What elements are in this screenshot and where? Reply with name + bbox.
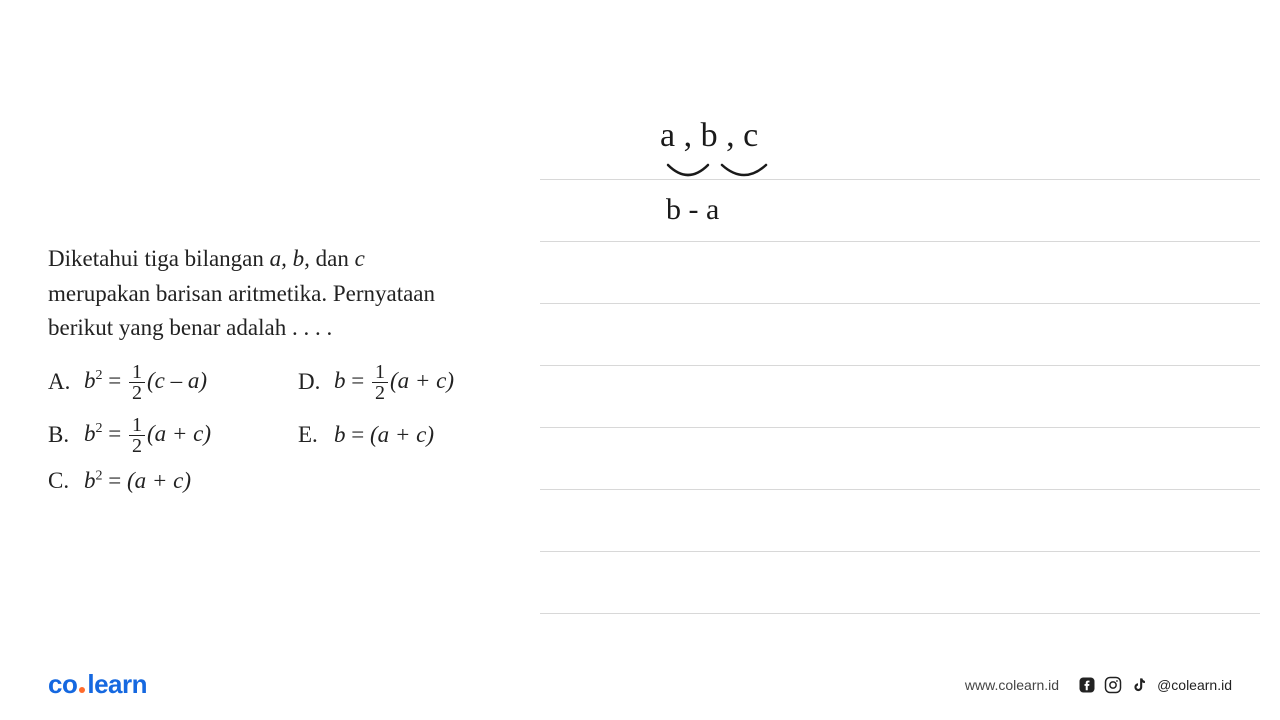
prompt-text-1: Diketahui tiga bilangan	[48, 246, 270, 271]
ruled-line	[540, 551, 1260, 552]
ruled-line	[540, 427, 1260, 428]
option-d-expr: b = 12(a + c)	[334, 362, 454, 403]
option-b-label: B.	[48, 422, 84, 448]
option-b-expr: b2 = 12(a + c)	[84, 415, 211, 456]
option-a-label: A.	[48, 369, 84, 395]
footer-url: www.colearn.id	[965, 677, 1059, 693]
options-grid: A. b2 = 12(c – a) D. b = 12(a + c) B. b2…	[48, 362, 568, 494]
prompt-text-2: merupakan barisan aritmetika. Pernyataan	[48, 281, 435, 306]
ruled-line	[540, 303, 1260, 304]
footer-right: www.colearn.id @colearn.id	[965, 675, 1232, 695]
prompt-text-3: berikut yang benar adalah . . . .	[48, 315, 332, 340]
logo-learn: learn	[87, 669, 147, 699]
option-d: D. b = 12(a + c)	[298, 362, 548, 403]
fraction: 12	[372, 362, 388, 403]
fraction: 12	[129, 415, 145, 456]
option-c-expr: b2 = (a + c)	[84, 468, 191, 494]
option-e: E. b = (a + c)	[298, 415, 548, 456]
ruled-line	[540, 613, 1260, 614]
fraction: 12	[129, 362, 145, 403]
option-a: A. b2 = 12(c – a)	[48, 362, 298, 403]
handwriting-difference: b - a	[666, 193, 719, 227]
logo-co: co	[48, 669, 77, 699]
ruled-line	[540, 241, 1260, 242]
work-area: a , b , c b - a	[540, 165, 1260, 655]
question-panel: Diketahui tiga bilangan a, b, dan c meru…	[48, 242, 568, 494]
social-icons: @colearn.id	[1077, 675, 1232, 695]
option-e-label: E.	[298, 422, 334, 448]
prompt-text-1b: dan	[310, 246, 355, 271]
option-b: B. b2 = 12(a + c)	[48, 415, 298, 456]
prompt-vars: a, b,	[270, 246, 310, 271]
social-handle: @colearn.id	[1157, 677, 1232, 693]
option-c: C. b2 = (a + c)	[48, 468, 298, 494]
option-a-expr: b2 = 12(c – a)	[84, 362, 207, 403]
facebook-icon	[1077, 675, 1097, 695]
ruled-line	[540, 489, 1260, 490]
ruled-line	[540, 365, 1260, 366]
option-d-label: D.	[298, 369, 334, 395]
option-c-label: C.	[48, 468, 84, 494]
option-e-expr: b = (a + c)	[334, 422, 434, 448]
question-prompt: Diketahui tiga bilangan a, b, dan c meru…	[48, 242, 568, 346]
ruled-line	[540, 179, 1260, 180]
handwriting-sequence: a , b , c	[660, 117, 758, 155]
brand-logo: colearn	[48, 669, 147, 700]
prompt-var-c: c	[355, 246, 365, 271]
tiktok-icon	[1129, 675, 1149, 695]
footer: colearn www.colearn.id @colearn.id	[0, 669, 1280, 700]
instagram-icon	[1103, 675, 1123, 695]
logo-dot-icon	[79, 687, 85, 693]
handwriting-arcs	[658, 161, 798, 191]
